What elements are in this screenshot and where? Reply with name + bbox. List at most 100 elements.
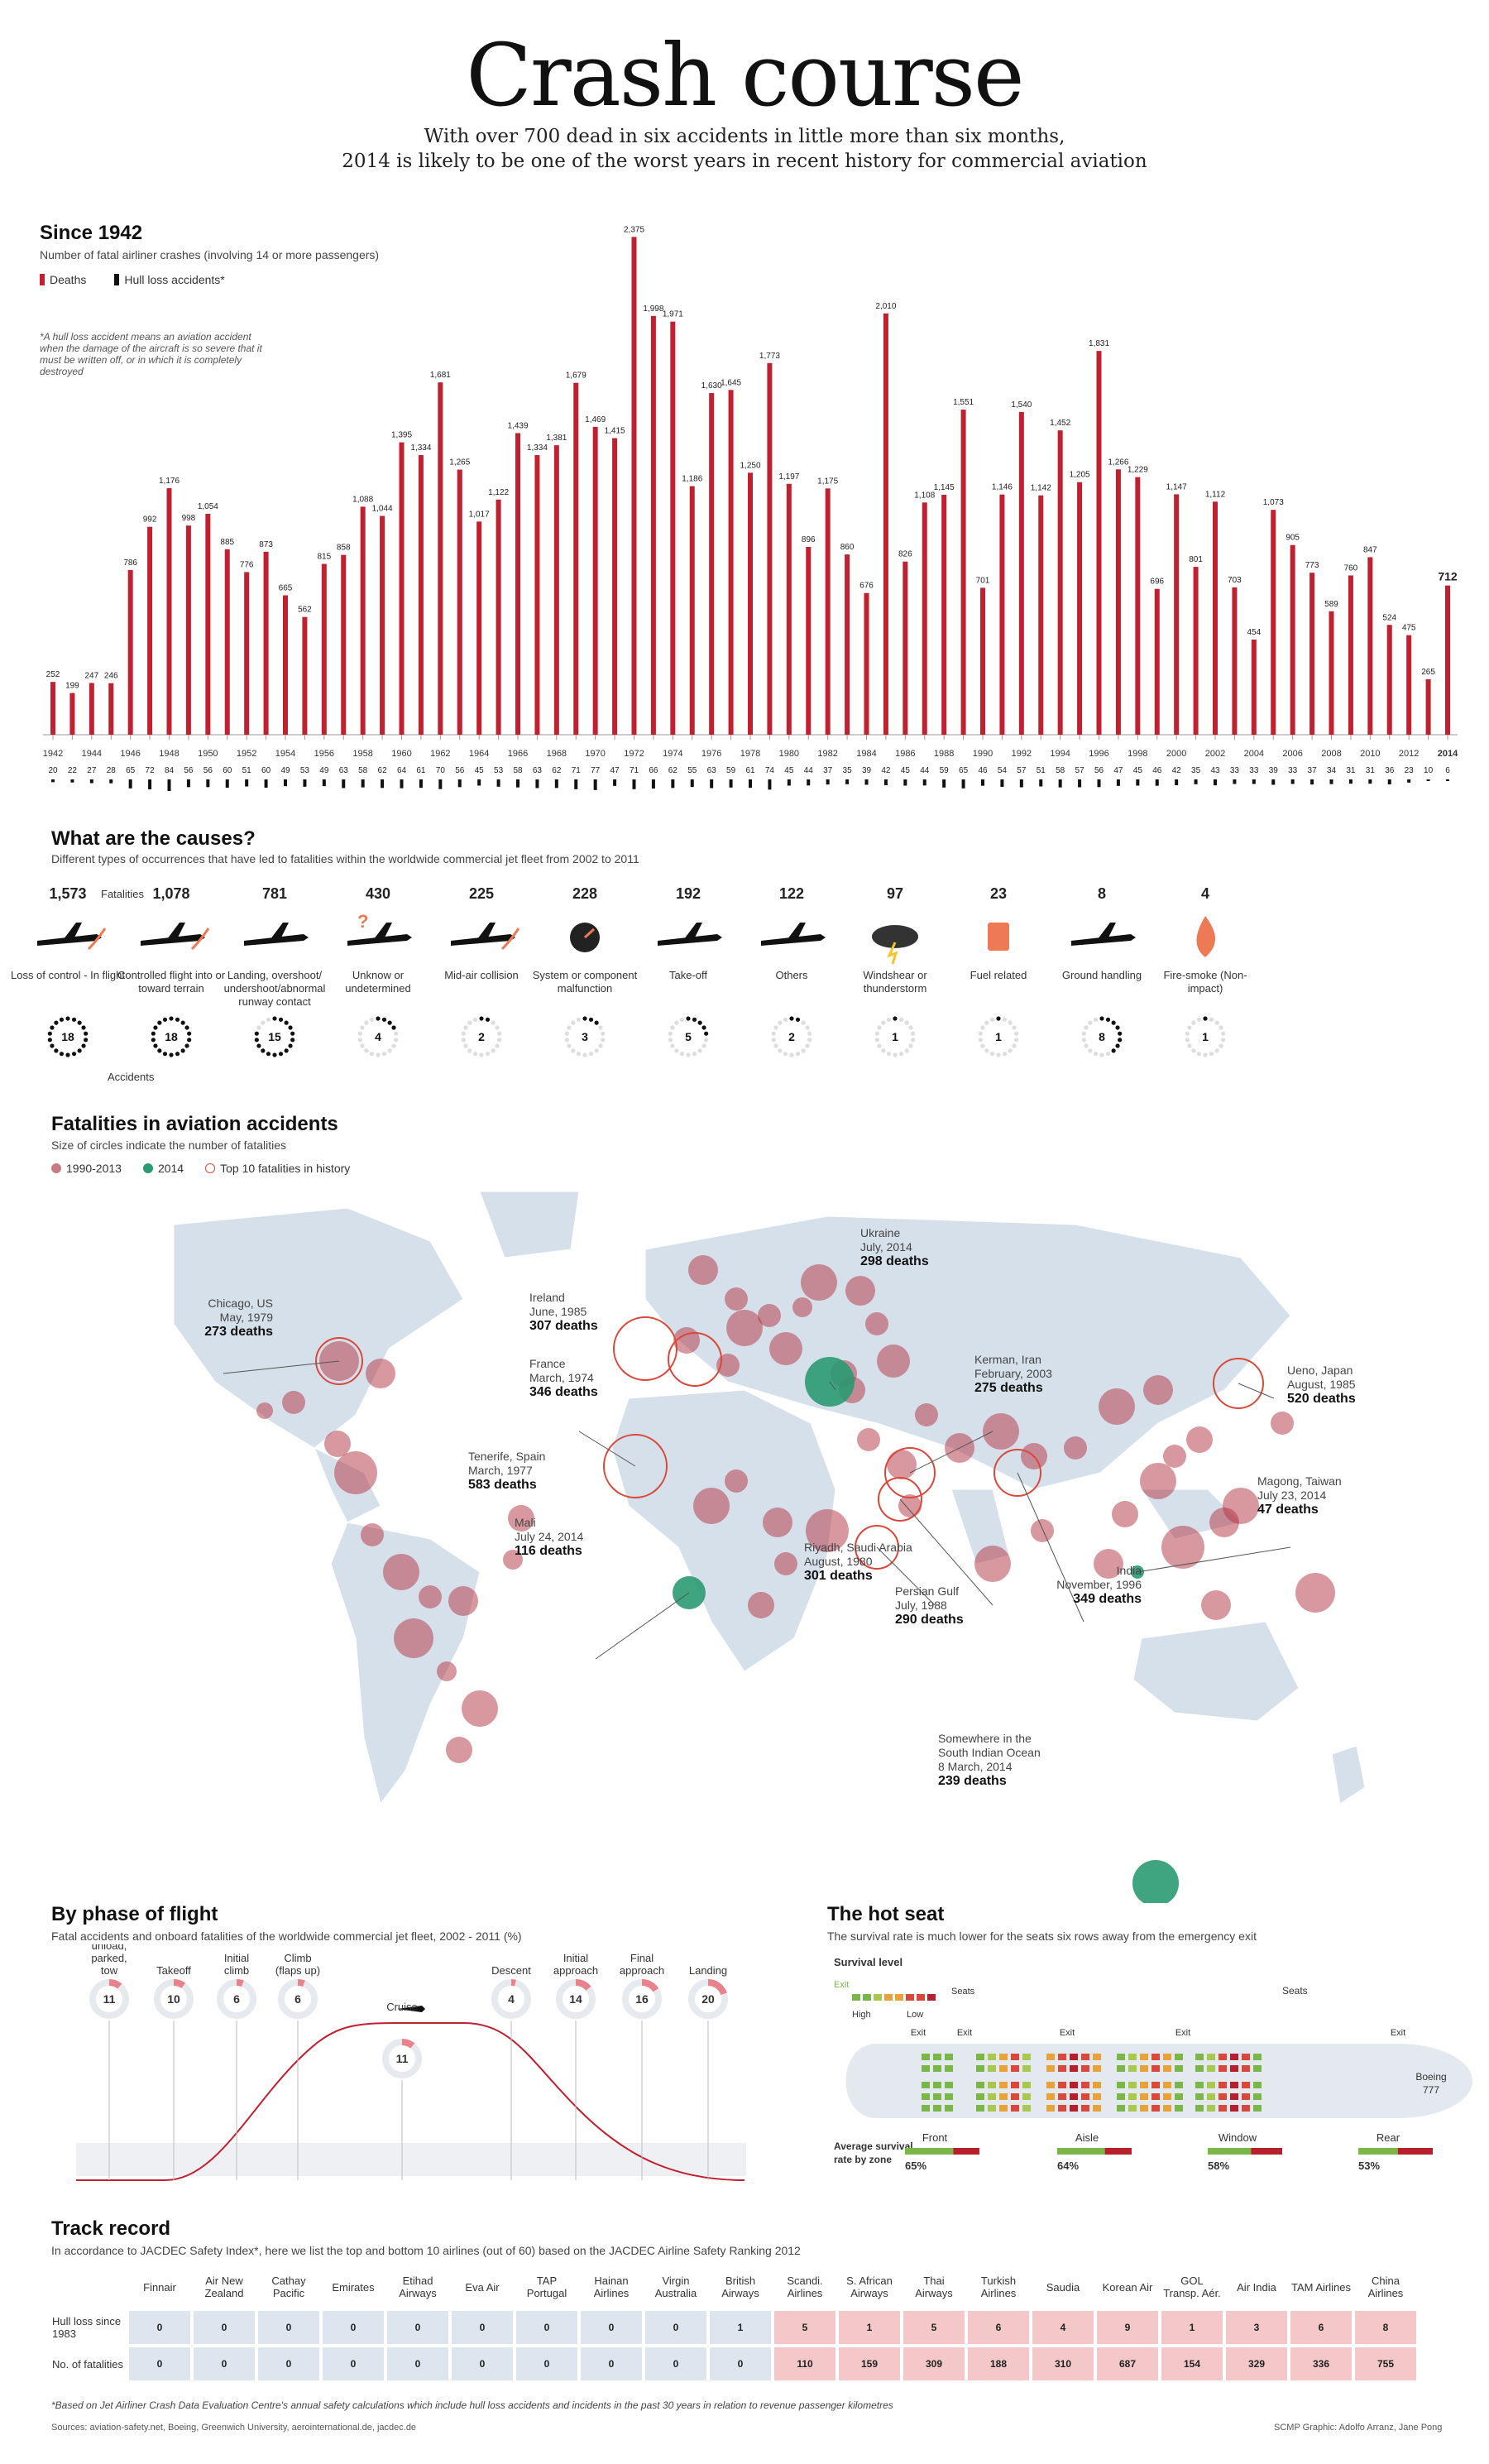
seat: [988, 2065, 996, 2072]
hull-value-label: 35: [1191, 766, 1201, 775]
deaths-value-label: 589: [1324, 600, 1338, 609]
hull-bar: [710, 779, 714, 789]
accident-dot: [881, 1020, 886, 1025]
accident-circle: [877, 1345, 910, 1378]
deaths-bar: [1445, 585, 1450, 735]
deaths-bar: [515, 433, 520, 735]
accident-dot: [472, 1052, 478, 1057]
causes-row: 1,573 Fatalities Loss of control - In flig…: [0, 877, 1489, 1092]
accident-dot: [911, 1038, 916, 1043]
x-tick-label: 1974: [663, 749, 682, 759]
x-tick-label: 1954: [275, 749, 295, 759]
table-cell: 0: [516, 2347, 577, 2380]
accidents-count: 18: [61, 1030, 74, 1043]
deaths-bar-chart: 2522019922247272462878665992721,17684998…: [43, 225, 1458, 791]
hull-bar: [128, 779, 132, 789]
seat: [1046, 2054, 1055, 2060]
deaths-value-label: 199: [65, 682, 79, 691]
deaths-bar: [1018, 411, 1024, 735]
accident-dot: [47, 1031, 52, 1036]
accident-circle: [419, 1585, 442, 1608]
table-cell: 188: [968, 2347, 1029, 2380]
accident-dot: [1187, 1025, 1192, 1030]
hull-bar: [671, 779, 675, 789]
hull-value-label: 34: [1327, 766, 1337, 775]
seat: [1163, 2093, 1171, 2100]
hull-value-label: 33: [1230, 766, 1240, 775]
hull-bar: [1426, 779, 1430, 781]
accident-circle: [1099, 1388, 1135, 1425]
accident-circle: [1201, 1590, 1231, 1620]
cause-fatalities: 1,573: [49, 885, 87, 902]
cause-fatalities: 97: [886, 885, 904, 902]
accident-dot: [1008, 1020, 1013, 1025]
deaths-value-label: 873: [259, 540, 273, 549]
accident-dot: [84, 1031, 89, 1036]
phase-ring-value: [575, 1979, 591, 1992]
accident-circle: [887, 1450, 917, 1479]
seat: [1253, 2082, 1262, 2088]
seat: [1218, 2054, 1227, 2060]
deaths-bar: [689, 486, 695, 735]
accident-dot: [77, 1048, 82, 1053]
deaths-bar: [1348, 575, 1353, 735]
deaths-value-label: 1,630: [701, 381, 722, 391]
seat: [1070, 2093, 1078, 2100]
survival-scale-swatch: [884, 1994, 893, 2001]
gauge-needle-icon: [583, 928, 596, 939]
hull-value-label: 60: [223, 766, 232, 775]
accident-dot: [996, 1016, 1001, 1021]
table-cell: 0: [194, 2311, 255, 2344]
hull-value-label: 27: [87, 766, 97, 775]
plane-icon: [1071, 934, 1136, 946]
airline-header: TAM Airlines: [1291, 2280, 1351, 2294]
phase-label-line: Descent: [491, 1964, 531, 1977]
table-cell: 0: [258, 2311, 319, 2344]
seat: [1253, 2105, 1262, 2112]
accident-dot: [485, 1052, 491, 1057]
seat: [1163, 2065, 1171, 2072]
accident-dot: [989, 1017, 995, 1022]
deaths-value-label: 475: [1402, 624, 1416, 633]
deaths-value-label: 252: [46, 670, 60, 679]
accident-dot: [1209, 1017, 1214, 1022]
deaths-bar: [806, 547, 812, 735]
hull-value-label: 65: [959, 766, 969, 775]
deaths-value-label: 1,831: [1089, 339, 1109, 348]
deaths-bar: [476, 521, 482, 735]
accident-circle: [1094, 1549, 1123, 1579]
deaths-bar: [960, 410, 966, 735]
x-tick-label: 1950: [198, 749, 218, 759]
phase-label: Taxi,load,unload,parked,tow: [91, 1944, 127, 1977]
hull-bar: [148, 779, 152, 789]
accident-dot: [187, 1038, 192, 1043]
accident-dot: [886, 1052, 892, 1057]
legend-2014-label: 2014: [157, 1162, 184, 1175]
hull-value-label: 56: [1094, 766, 1104, 775]
seat: [1058, 2054, 1066, 2060]
accident-dot: [357, 1038, 362, 1043]
seat: [1117, 2105, 1125, 2112]
accidents-count: 2: [478, 1030, 485, 1043]
accident-dot: [773, 1043, 778, 1048]
hull-bar: [342, 779, 346, 789]
accident-circle: [983, 1413, 1019, 1450]
cause-icon: ?: [347, 911, 412, 946]
legend-top10-label: Top 10 fatalities in history: [220, 1162, 351, 1175]
seat: [1151, 2065, 1160, 2072]
deaths-value-label: 1,147: [1166, 482, 1187, 491]
seat: [1253, 2054, 1262, 2060]
plane-icon: [244, 934, 309, 946]
deaths-bar: [50, 682, 55, 735]
hull-bar: [864, 779, 869, 785]
accidents-count: 8: [1099, 1030, 1105, 1043]
accident-dot: [1185, 1038, 1190, 1043]
hull-bar: [1078, 779, 1082, 788]
accident-dot: [807, 1031, 812, 1036]
hull-bar: [51, 779, 55, 783]
accident-dot: [679, 1017, 685, 1022]
deaths-bar: [1115, 469, 1121, 735]
plane-icon: [347, 934, 412, 946]
accidents-dial: 1: [978, 1016, 1019, 1057]
hull-bar: [574, 779, 578, 789]
